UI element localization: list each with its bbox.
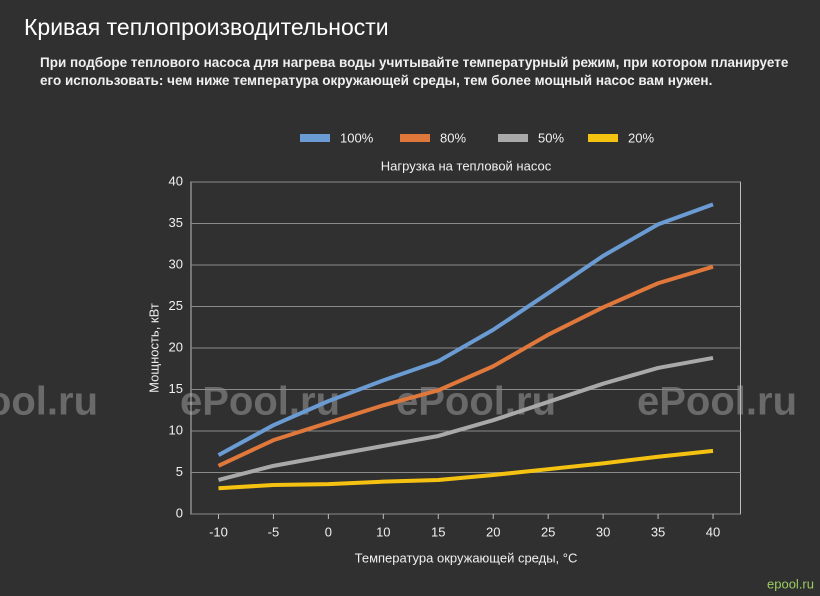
legend-label: 100% bbox=[340, 130, 374, 145]
watermark: ePool.ru bbox=[637, 380, 797, 424]
chart-title: Нагрузка на тепловой насос bbox=[381, 158, 552, 173]
legend-swatch bbox=[588, 134, 618, 142]
legend-label: 20% bbox=[628, 130, 654, 145]
y-tick-label: 15 bbox=[169, 381, 183, 396]
watermark: ePool.ru bbox=[0, 380, 98, 424]
x-tick-label: 10 bbox=[376, 524, 390, 539]
x-tick-label: 0 bbox=[325, 524, 332, 539]
legend-swatch bbox=[300, 134, 330, 142]
legend-label: 80% bbox=[440, 130, 466, 145]
page-title: Кривая теплопроизводительности bbox=[24, 14, 389, 40]
logo: epool.ru bbox=[767, 576, 814, 591]
x-axis-label: Температура окружающей среды, °C bbox=[355, 550, 578, 565]
y-tick-label: 20 bbox=[169, 339, 183, 354]
watermark: ePool.ru bbox=[180, 380, 340, 424]
legend-label: 50% bbox=[538, 130, 564, 145]
y-tick-label: 0 bbox=[176, 505, 183, 520]
legend-swatch bbox=[498, 134, 528, 142]
x-tick-label: 20 bbox=[486, 524, 500, 539]
watermark: ePool.ru bbox=[396, 380, 556, 424]
series-line bbox=[218, 448, 714, 491]
series-line bbox=[217, 355, 714, 482]
x-tick-label: 25 bbox=[541, 524, 555, 539]
x-tick-label: -10 bbox=[209, 524, 228, 539]
y-tick-label: 10 bbox=[169, 422, 183, 437]
description: При подборе теплового насоса для нагрева… bbox=[40, 55, 789, 88]
y-tick-label: 35 bbox=[169, 215, 183, 230]
series-line bbox=[217, 264, 714, 468]
y-tick-label: 25 bbox=[169, 298, 183, 313]
y-tick-label: 30 bbox=[169, 256, 183, 271]
y-tick-label: 5 bbox=[176, 464, 183, 479]
series-line bbox=[217, 202, 714, 457]
x-tick-label: 35 bbox=[651, 524, 665, 539]
x-tick-label: 40 bbox=[706, 524, 720, 539]
legend-swatch bbox=[400, 134, 430, 142]
x-tick-label: -5 bbox=[268, 524, 280, 539]
x-tick-label: 30 bbox=[596, 524, 610, 539]
y-tick-label: 40 bbox=[169, 173, 183, 188]
y-axis-label: Мощность, кВт bbox=[146, 303, 161, 393]
x-tick-label: 15 bbox=[431, 524, 445, 539]
